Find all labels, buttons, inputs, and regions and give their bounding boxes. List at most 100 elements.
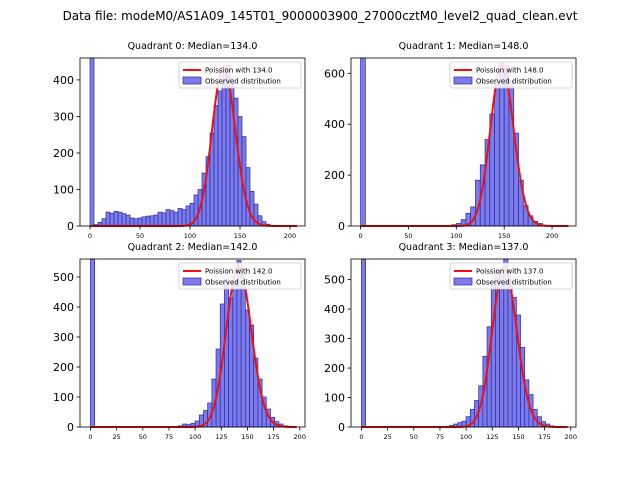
x-tick-label: 200 (546, 232, 558, 240)
legend-label-poisson: Poission with 134.0 (205, 67, 273, 75)
histogram-bar (113, 211, 119, 227)
histogram-bar (185, 205, 191, 227)
legend-box (178, 262, 302, 290)
histogram-bar (240, 285, 246, 428)
histogram-bar (221, 72, 227, 227)
histogram-bar (105, 211, 111, 227)
x-tick-label: 150 (241, 433, 253, 441)
axes-frame (79, 57, 306, 227)
x-tick-label: 100 (460, 433, 472, 441)
chart-panel-2: Quadrant 2: Median=142.0 0 25 50 75 100 125 150… (53, 242, 306, 441)
histogram-bar (89, 57, 95, 227)
histogram-bar (228, 297, 234, 428)
y-tick-label: 100 (324, 392, 345, 405)
legend-label-observed: Observed distribution (205, 78, 281, 86)
histogram-bar (494, 83, 500, 227)
histogram-bar (149, 215, 155, 227)
x-tick-label: 200 (565, 433, 577, 441)
chart-legend: Poission with 148.0 Observed distribution (449, 61, 573, 89)
poisson-curve (361, 266, 568, 428)
x-tick-label: 75 (436, 433, 444, 441)
y-tick-label: 400 (53, 74, 74, 87)
legend-box (449, 262, 573, 290)
histogram-bar (137, 217, 143, 227)
histogram-bar (361, 258, 367, 428)
histogram-bar (507, 279, 513, 428)
y-tick-label: 100 (53, 183, 74, 196)
chart-panel-1: Quadrant 1: Median=148.0 0 50 100 150 200 0 200… (324, 41, 577, 240)
y-tick-label: 400 (324, 118, 345, 131)
chart-legend: Poission with 137.0 Observed distribution (449, 262, 573, 290)
chart-title: Quadrant 0: Median=134.0 (128, 41, 258, 52)
histogram-bar (125, 214, 131, 227)
histogram-bar (161, 212, 167, 227)
x-tick-label: 50 (136, 232, 144, 240)
x-tick-label: 25 (383, 433, 391, 441)
histogram-bar (217, 90, 223, 227)
x-tick-label: 200 (294, 433, 306, 441)
legend-label-observed: Observed distribution (476, 279, 552, 287)
x-tick-label: 150 (498, 232, 510, 240)
histogram-bar (117, 211, 123, 227)
y-tick-label: 500 (53, 271, 74, 284)
histogram-bar (90, 258, 96, 428)
y-tick-label: 100 (53, 391, 74, 404)
histogram-bar (165, 209, 171, 227)
legend-bar-swatch (453, 277, 473, 286)
histogram-bar (244, 309, 250, 428)
x-tick-label: 175 (538, 433, 550, 441)
histogram-bar (360, 57, 366, 227)
legend-label-observed: Observed distribution (205, 279, 281, 287)
x-tick-label: 125 (486, 433, 498, 441)
x-tick-label: 125 (215, 433, 227, 441)
y-tick-label: 300 (324, 333, 345, 346)
x-tick-label: 0 (359, 232, 363, 240)
legend-bar-swatch (453, 76, 473, 85)
legend-box (178, 61, 302, 89)
histogram-bar (499, 276, 505, 428)
histogram-bar (224, 278, 229, 428)
y-tick-label: 0 (67, 421, 74, 434)
histogram-bar (169, 210, 175, 227)
x-tick-label: 0 (88, 433, 92, 441)
y-tick-label: 0 (338, 220, 345, 233)
x-tick-label: 150 (512, 433, 524, 441)
axes-frame (350, 57, 577, 227)
y-tick-label: 600 (324, 67, 345, 80)
x-tick-label: 175 (267, 433, 279, 441)
legend-label-observed: Observed distribution (476, 78, 552, 86)
histogram-bar (232, 282, 238, 428)
histogram-bar (177, 208, 183, 227)
x-tick-label: 25 (112, 433, 120, 441)
histogram-bar (249, 190, 255, 227)
histogram-bar (181, 209, 187, 227)
chart-legend: Poission with 134.0 Observed distribution (178, 61, 302, 89)
y-tick-label: 300 (53, 331, 74, 344)
histogram-bar (133, 218, 139, 227)
histogram-bar (153, 214, 159, 227)
histogram-bar (173, 211, 179, 227)
x-tick-label: 100 (184, 232, 196, 240)
poisson-curve (90, 66, 297, 227)
chart-title: Quadrant 2: Median=142.0 (128, 242, 258, 253)
y-tick-label: 400 (53, 301, 74, 314)
histogram-bar (109, 212, 115, 227)
y-tick-label: 200 (53, 361, 74, 374)
axes-frame (350, 258, 577, 428)
x-tick-label: 100 (450, 232, 462, 240)
y-tick-label: 300 (53, 110, 74, 123)
histogram-bar (101, 218, 107, 227)
x-tick-label: 50 (139, 433, 147, 441)
y-tick-label: 0 (338, 421, 345, 434)
histogram-bar (129, 217, 135, 227)
chart-title: Quadrant 1: Median=148.0 (399, 41, 529, 52)
chart-panel-0: Quadrant 0: Median=134.0 0 50 100 150 200 0 100… (53, 41, 306, 240)
histogram-bar (213, 105, 219, 227)
histogram-bar (245, 167, 251, 227)
histogram-bar (141, 216, 147, 227)
y-tick-label: 200 (53, 147, 74, 160)
legend-label-poisson: Poission with 148.0 (476, 67, 544, 75)
chart-panel-3: Quadrant 3: Median=137.0 0 25 50 75 100 125 150… (324, 242, 577, 441)
legend-bar-swatch (182, 76, 202, 85)
